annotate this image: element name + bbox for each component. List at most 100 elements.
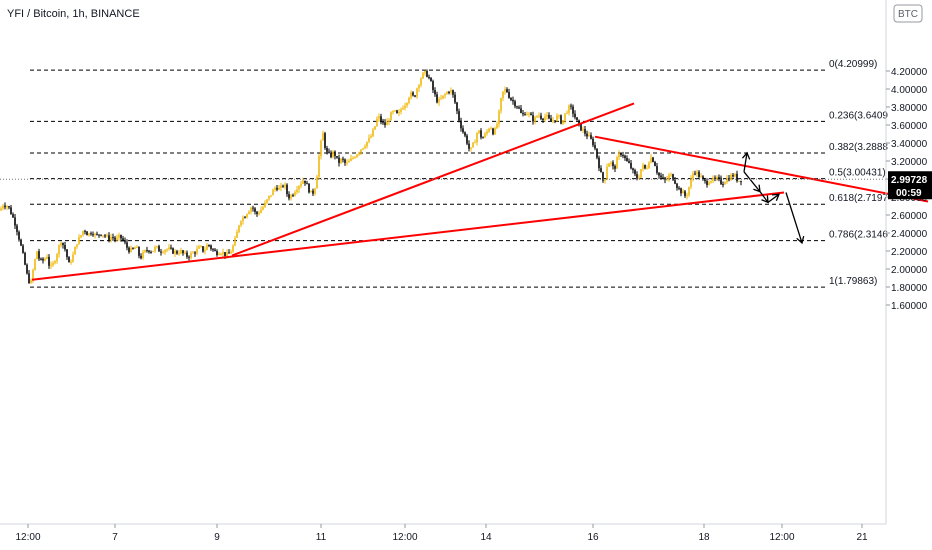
candle [58,244,60,258]
candle [588,131,590,137]
fib-levels: 0(4.20999) 0.236(3.6409 0.382(3.2888 0.5(3.… [30,59,888,288]
candle [524,111,526,116]
candle [136,245,138,248]
candle [722,181,724,188]
candle-body [50,264,52,266]
candle [290,193,292,201]
candle [368,134,370,144]
candle-body [514,101,516,107]
projection-arrows [741,151,805,245]
candle [52,260,54,267]
candle-body [24,252,26,265]
candle [380,113,382,125]
candle [546,111,548,120]
currency-button[interactable]: BTC [893,4,923,23]
candle [260,206,262,214]
candle [150,250,152,254]
candle-body [126,242,128,248]
candle [466,133,468,146]
candle [86,230,88,236]
candle-body [412,92,414,96]
y-tick-label: 1.60000 [891,301,928,312]
candle-body [212,248,214,250]
candle [12,212,14,219]
candle-body [740,180,742,182]
candle [482,136,484,139]
candle [308,183,310,194]
candle-body [76,244,78,247]
candle-body [570,105,572,107]
candle-body [416,88,418,97]
projection-arrow-4 [785,192,805,245]
candle [602,171,604,183]
candle [24,251,26,266]
candle-body [228,252,230,254]
candle-body [276,187,278,190]
candle-body [408,97,410,103]
candle [520,105,522,114]
candle-body [348,160,350,163]
candle [470,147,472,152]
candle [32,268,34,284]
candle-body [556,115,558,121]
candle-body [426,70,428,77]
candle-body [138,246,140,256]
time-axis[interactable]: 12:00 7 9 11 12:00 14 16 18 12:00 21 [15,524,868,543]
candle [628,158,630,164]
candle-body [310,190,312,193]
candle-body [492,128,494,135]
arrow-shaft [785,192,803,244]
candle-body [264,202,266,208]
candle [490,126,492,130]
candle-body [488,128,490,132]
candle-body [306,183,308,185]
candle-body [450,90,452,93]
x-tick-label: 12:00 [15,532,40,543]
candle-body [70,261,72,263]
candle-body [394,110,396,112]
candle [152,250,154,253]
candle-body [558,115,560,117]
candle [258,210,260,216]
candle-body [110,237,112,241]
currency-button-label[interactable]: BTC [898,9,918,20]
candle-body [694,173,696,175]
candle-body [108,235,110,241]
candle [730,172,732,181]
candle-body [620,153,622,156]
candle-body [292,195,294,197]
candle [468,140,470,152]
candle [446,90,448,95]
candle [262,205,264,211]
candle-body [4,205,6,208]
candle-body [172,248,174,254]
candle [362,147,364,151]
last-price-badge-bg [888,171,932,200]
candle [218,251,220,256]
candle-body [422,72,424,79]
fib-label-5: 0.786(2.3146 [829,230,888,241]
candle-body [332,151,334,158]
candle-body [444,94,446,96]
candle-body [646,168,648,170]
candle [70,259,72,265]
y-tick-label: 3.40000 [891,139,928,150]
candle-body [604,179,606,181]
candle-body [474,142,476,144]
candle [274,186,276,192]
candle [646,165,648,170]
candle-body [308,183,310,193]
candle-body [158,246,160,252]
candle-body [448,91,450,93]
candle-body [650,157,652,163]
candle [64,241,66,252]
currency-button-frame[interactable] [893,4,923,23]
candle [674,176,676,185]
candle-body [182,250,184,254]
candle [452,89,454,98]
candle [572,104,574,118]
last-price-value: 2.99728 [891,175,928,186]
candle-body [8,206,10,208]
candle-body [260,209,262,213]
candle [522,109,524,117]
